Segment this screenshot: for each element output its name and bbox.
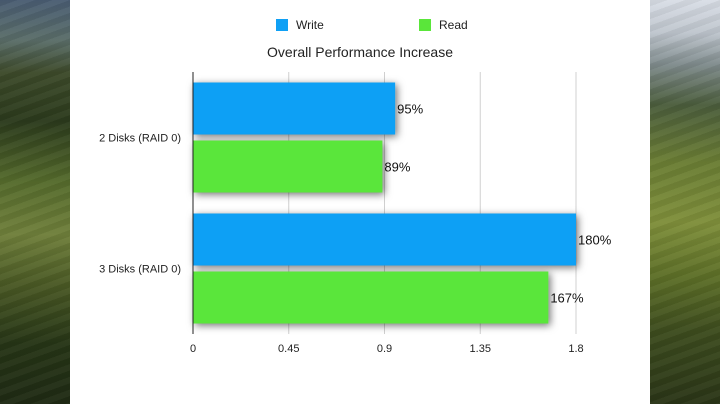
data-label: 167% [550, 291, 584, 306]
x-tick-label: 1.35 [470, 343, 491, 355]
legend-swatch-read [419, 19, 431, 31]
data-label: 89% [384, 160, 410, 175]
chart-panel: Write Read Overall Performance Increase … [70, 0, 650, 404]
data-label: 180% [578, 233, 612, 248]
background-right [650, 0, 720, 404]
legend-label-read: Read [439, 18, 468, 32]
labels: 0 0.45 0.9 1.35 1.8 95% 89% 2 Disks (RAID 0) 180… [99, 102, 612, 356]
legend: Write Read [70, 18, 650, 36]
bar-read [193, 271, 549, 324]
category-label: 2 Disks (RAID 0) [99, 133, 181, 145]
bar-write [193, 213, 576, 266]
bar-chart: 0 0.45 0.9 1.35 1.8 95% 89% 2 Disks (RAID 0) 180… [99, 72, 612, 356]
legend-item-write: Write [276, 18, 324, 32]
background-left [0, 0, 70, 404]
data-label: 95% [397, 102, 423, 117]
x-tick-label: 0.9 [377, 343, 392, 355]
legend-item-read: Read [419, 18, 468, 32]
bar-read [193, 140, 383, 193]
legend-swatch-write [276, 19, 288, 31]
bar-write [193, 82, 396, 135]
x-tick-label: 0 [190, 343, 196, 355]
chart-title: Overall Performance Increase [267, 44, 453, 60]
bars [193, 82, 576, 324]
category-label: 3 Disks (RAID 0) [99, 264, 181, 276]
x-tick-label: 0.45 [278, 343, 299, 355]
x-tick-label: 1.8 [568, 343, 583, 355]
legend-label-write: Write [296, 18, 324, 32]
